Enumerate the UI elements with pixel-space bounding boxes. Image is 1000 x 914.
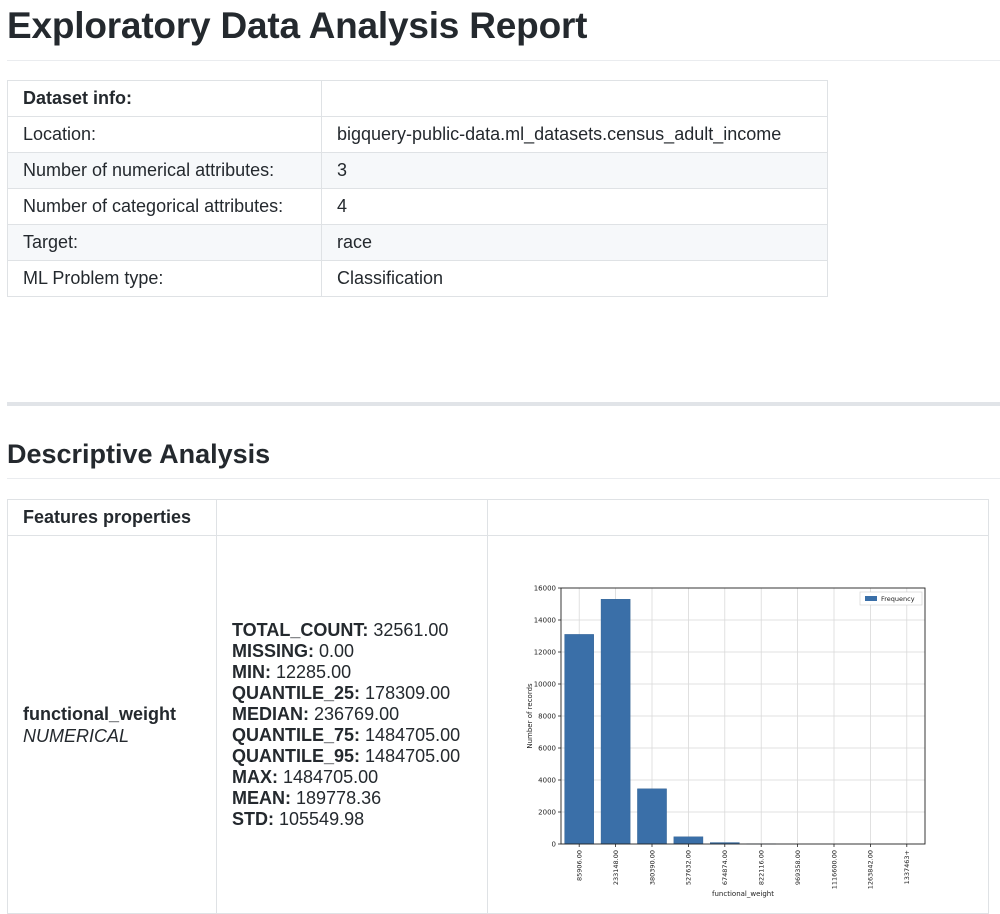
location-label: Location: bbox=[8, 117, 322, 153]
subtitle-divider bbox=[7, 478, 1000, 479]
descriptive-analysis-title: Descriptive Analysis bbox=[7, 436, 270, 472]
legend-swatch bbox=[865, 596, 877, 601]
numerical-attributes-label: Number of numerical attributes: bbox=[8, 153, 322, 189]
y-tick-label: 4000 bbox=[538, 776, 556, 784]
dataset-info-table: Dataset info: Location: bigquery-public-… bbox=[7, 80, 828, 297]
stat-quantile-75: QUANTILE_75: 1484705.00 bbox=[232, 725, 472, 746]
y-tick-label: 10000 bbox=[534, 680, 556, 688]
stat-total-count: TOTAL_COUNT: 32561.00 bbox=[232, 620, 472, 641]
target-value: race bbox=[322, 225, 828, 261]
legend-label: Frequency bbox=[881, 595, 915, 603]
feature-name: functional_weight bbox=[23, 703, 201, 725]
stat-missing: MISSING: 0.00 bbox=[232, 641, 472, 662]
categorical-attributes-value: 4 bbox=[322, 189, 828, 225]
histogram-bar bbox=[601, 599, 630, 844]
numerical-attributes-value: 3 bbox=[322, 153, 828, 189]
x-tick-label: 527632.00 bbox=[685, 850, 693, 885]
stat-quantile-25: QUANTILE_25: 178309.00 bbox=[232, 683, 472, 704]
y-tick-label: 0 bbox=[552, 840, 556, 848]
x-tick-label: 674874.00 bbox=[721, 850, 729, 885]
location-value: bigquery-public-data.ml_datasets.census_… bbox=[322, 117, 828, 153]
features-table: Features properties functional_weight NU… bbox=[7, 499, 989, 914]
title-divider bbox=[7, 60, 1000, 61]
table-row: Number of numerical attributes: 3 bbox=[8, 153, 828, 189]
histogram-bar bbox=[637, 789, 666, 844]
feature-row: functional_weight NUMERICAL TOTAL_COUNT:… bbox=[8, 536, 989, 914]
dataset-info-header-empty bbox=[322, 81, 828, 117]
problem-type-label: ML Problem type: bbox=[8, 261, 322, 297]
stat-mean: MEAN: 189778.36 bbox=[232, 788, 472, 809]
table-row: Location: bigquery-public-data.ml_datase… bbox=[8, 117, 828, 153]
histogram-cell: 0 2000 4000 6000 8000 10000 12000 14000 16000 85… bbox=[488, 536, 989, 914]
stat-max: MAX: 1484705.00 bbox=[232, 767, 472, 788]
table-row: ML Problem type: Classification bbox=[8, 261, 828, 297]
stat-min: MIN: 12285.00 bbox=[232, 662, 472, 683]
stat-median: MEDIAN: 236769.00 bbox=[232, 704, 472, 725]
feature-stats-cell: TOTAL_COUNT: 32561.00 MISSING: 0.00 MIN:… bbox=[217, 536, 488, 914]
report-title: Exploratory Data Analysis Report bbox=[7, 2, 587, 50]
y-tick-label: 6000 bbox=[538, 744, 556, 752]
chart-legend: Frequency bbox=[860, 592, 922, 605]
x-tick-label: 969358.00 bbox=[794, 850, 802, 885]
x-tick-label: 380390.00 bbox=[648, 850, 656, 885]
stat-quantile-95: QUANTILE_95: 1484705.00 bbox=[232, 746, 472, 767]
x-tick-label: 1116600.00 bbox=[830, 850, 838, 889]
histogram-bar bbox=[565, 634, 594, 844]
x-tick-label: 1263842.00 bbox=[867, 850, 875, 889]
x-tick-label: 822116.00 bbox=[758, 850, 766, 885]
y-axis-label: Number of records bbox=[526, 683, 534, 749]
problem-type-value: Classification bbox=[322, 261, 828, 297]
y-tick-label: 12000 bbox=[534, 648, 556, 656]
section-divider bbox=[7, 402, 1000, 406]
x-tick-label: 233148.00 bbox=[612, 850, 620, 885]
table-row: Number of categorical attributes: 4 bbox=[8, 189, 828, 225]
target-label: Target: bbox=[8, 225, 322, 261]
feature-name-cell: functional_weight NUMERICAL bbox=[8, 536, 217, 914]
histogram-bar bbox=[674, 837, 703, 844]
features-properties-header: Features properties bbox=[8, 500, 217, 536]
x-tick-label: 1337463+ bbox=[903, 850, 911, 884]
histogram-chart: 0 2000 4000 6000 8000 10000 12000 14000 16000 85… bbox=[488, 536, 988, 908]
x-tick-label: 85906.00 bbox=[576, 850, 584, 881]
y-tick-label: 14000 bbox=[534, 616, 556, 624]
features-header-empty-1 bbox=[217, 500, 488, 536]
x-axis-label: functional_weight bbox=[712, 890, 774, 898]
features-header-empty-2 bbox=[488, 500, 989, 536]
feature-type: NUMERICAL bbox=[23, 725, 201, 747]
categorical-attributes-label: Number of categorical attributes: bbox=[8, 189, 322, 225]
table-row: Target: race bbox=[8, 225, 828, 261]
stat-std: STD: 105549.98 bbox=[232, 809, 472, 830]
y-tick-label: 2000 bbox=[538, 808, 556, 816]
y-tick-label: 16000 bbox=[534, 584, 556, 592]
y-tick-label: 8000 bbox=[538, 712, 556, 720]
dataset-info-header: Dataset info: bbox=[8, 81, 322, 117]
